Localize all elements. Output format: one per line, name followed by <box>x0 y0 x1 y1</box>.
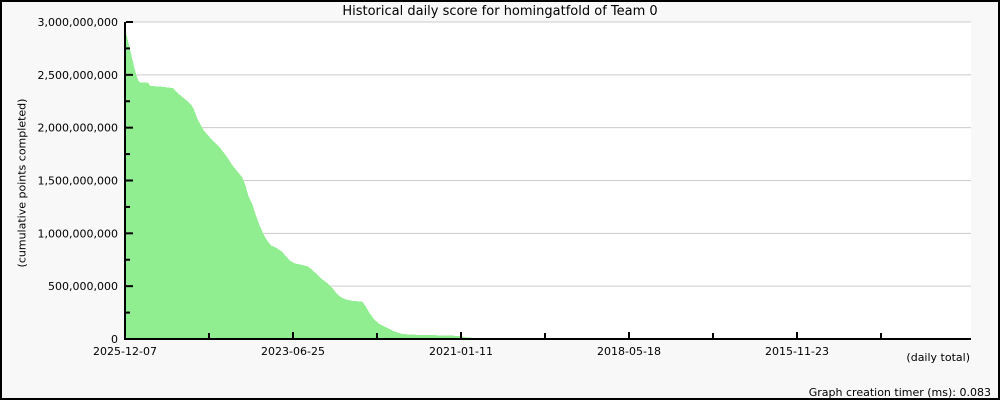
y-tick-label: 1,000,000,000 <box>38 227 118 240</box>
y-tick-label: 0 <box>111 333 118 346</box>
y-tick-label: 2,500,000,000 <box>38 69 118 82</box>
y-axis-title: (cumulative points completed) <box>15 98 29 268</box>
score-area <box>125 34 476 340</box>
x-tick-label: 2015-11-23 <box>765 345 829 358</box>
x-axis-note: (daily total) <box>906 351 970 364</box>
x-tick-label: 2021-01-11 <box>429 345 493 358</box>
y-tick-label: 1,500,000,000 <box>38 175 118 188</box>
chart-title: Historical daily score for homingatfold … <box>342 4 658 19</box>
y-tick-label: 3,000,000,000 <box>38 16 118 29</box>
x-tick-label: 2025-12-07 <box>93 345 157 358</box>
x-tick-label: 2018-05-18 <box>597 345 661 358</box>
y-tick-label: 2,000,000,000 <box>38 122 118 135</box>
y-tick-label: 500,000,000 <box>48 280 118 293</box>
graph-creation-timer: Graph creation timer (ms): 0.083 <box>808 386 991 399</box>
x-tick-label: 2023-06-25 <box>261 345 325 358</box>
